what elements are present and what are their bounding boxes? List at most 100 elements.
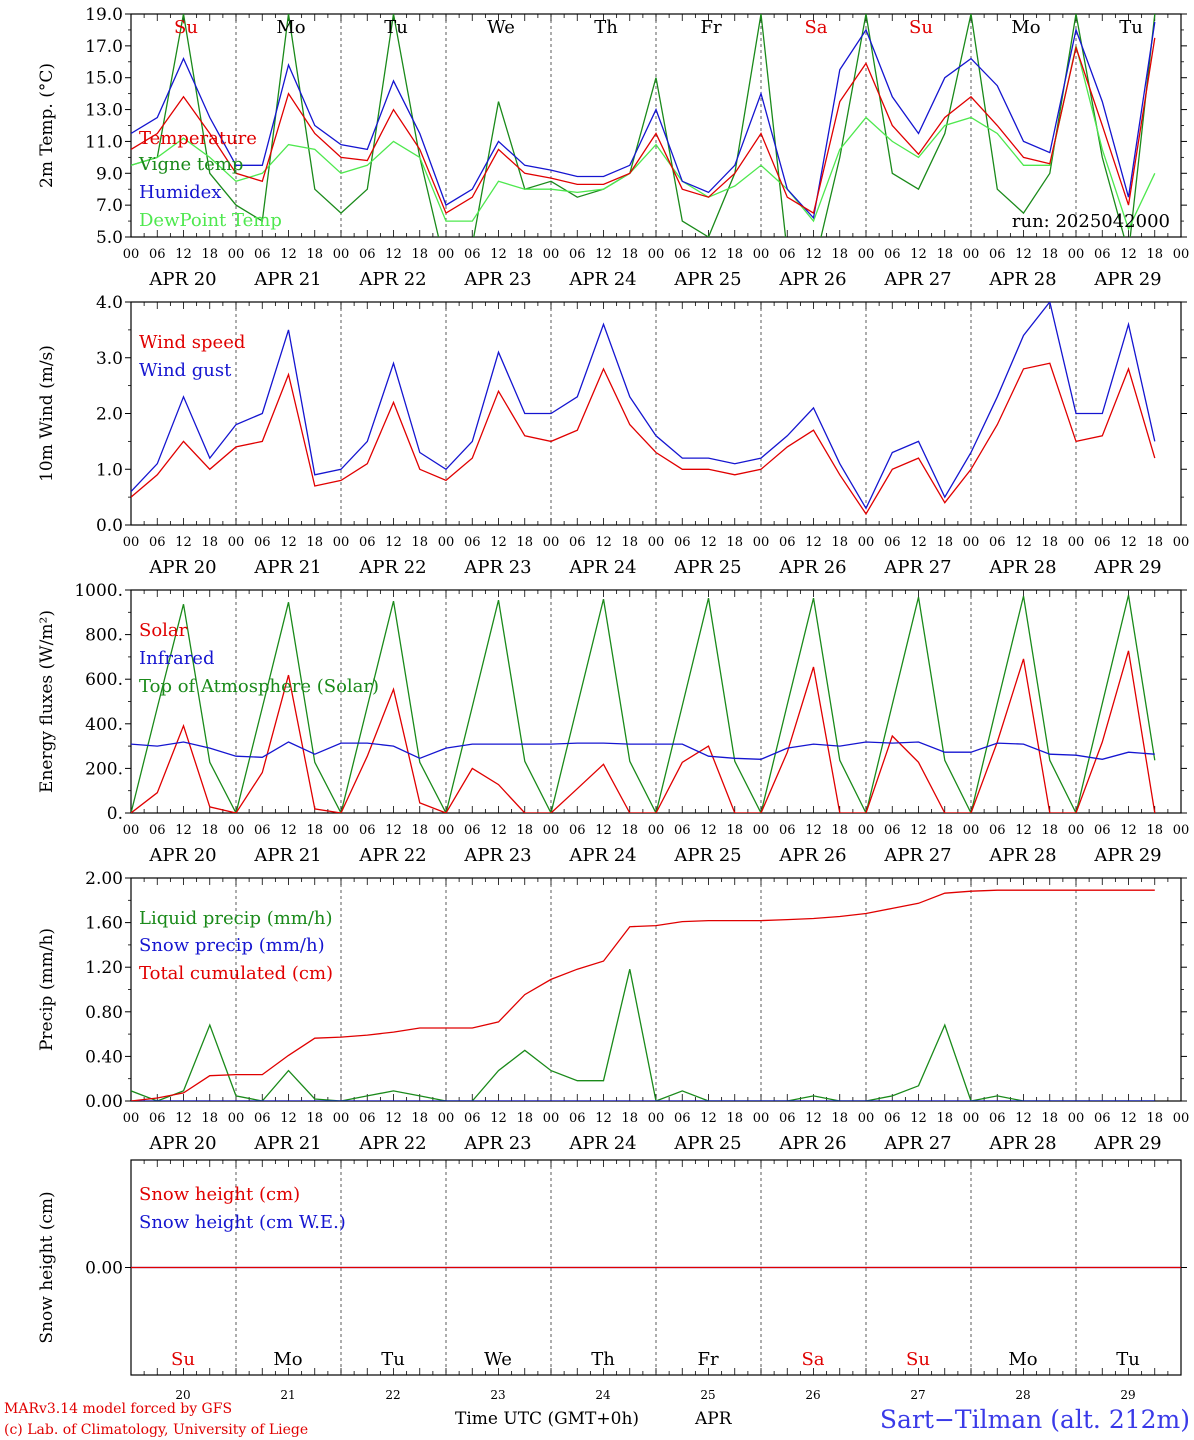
date-label: APR 22: [358, 845, 426, 866]
legend-label: Humidex: [139, 182, 221, 203]
hour-tick-label: 12: [385, 535, 402, 550]
hour-tick-label: 06: [989, 1111, 1006, 1126]
legend-label: Total cumulated (cm): [139, 963, 333, 984]
hour-tick-label: 12: [910, 535, 927, 550]
y-tick-label: 5.0: [96, 228, 123, 248]
hour-tick-label: 06: [149, 247, 166, 262]
y-tick-label: 2.0: [96, 405, 123, 425]
hour-tick-label: 18: [516, 1111, 533, 1126]
hour-tick-label: 06: [254, 823, 271, 838]
hour-tick-label: 12: [910, 823, 927, 838]
hour-tick-label: 00: [333, 535, 350, 550]
day-number-label: 27: [910, 1388, 925, 1402]
hour-tick-label: 18: [1146, 823, 1163, 838]
hour-tick-label: 06: [464, 823, 481, 838]
hour-tick-label: 06: [884, 247, 901, 262]
hour-tick-label: 00: [543, 823, 560, 838]
hour-tick-label: 18: [726, 823, 743, 838]
date-label: APR 28: [988, 845, 1056, 866]
hour-tick-label: 06: [1094, 823, 1111, 838]
hour-tick-label: 06: [1094, 1111, 1111, 1126]
hour-tick-label: 18: [306, 247, 323, 262]
footer-copyright-text: (c) Lab. of Climatology, University of L…: [4, 1422, 308, 1438]
hour-tick-label: 18: [201, 823, 218, 838]
date-label: APR 28: [988, 1133, 1056, 1154]
plot-frame: [130, 589, 1182, 814]
date-label: APR 27: [883, 1133, 951, 1154]
y-axis-title: 10m Wind (m/s): [37, 345, 57, 482]
y-tick-label: 0.00: [85, 1092, 123, 1112]
hour-tick-label: 12: [280, 823, 297, 838]
y-tick-label: 1000.: [74, 581, 123, 601]
date-label: APR 20: [148, 845, 216, 866]
date-label: APR 20: [148, 269, 216, 290]
date-label: APR 26: [778, 269, 846, 290]
hour-tick-label: 00: [753, 535, 770, 550]
hour-tick-label: 06: [989, 535, 1006, 550]
hour-tick-label: 12: [595, 535, 612, 550]
date-label: APR 26: [778, 1133, 846, 1154]
hour-tick-label: 18: [306, 1111, 323, 1126]
legend-label: Solar: [139, 620, 188, 641]
hour-tick-label: 06: [149, 823, 166, 838]
series-line-liquid-precip-mm-h-: [131, 969, 1155, 1101]
hour-tick-label: 18: [306, 823, 323, 838]
hour-tick-label: 12: [175, 823, 192, 838]
hour-tick-label: 18: [411, 1111, 428, 1126]
legend-label: Wind speed: [139, 332, 245, 353]
weekday-label: Mo: [1011, 17, 1040, 38]
hour-tick-label: 18: [411, 535, 428, 550]
chart-panel-1: 5.0 7.0 9.0 11.0 13.0 15.0 17.0 19.0 2m Temp. (°…: [37, 5, 1189, 290]
hour-tick-label: 18: [201, 535, 218, 550]
legend-label: DewPoint Temp: [139, 210, 282, 231]
hour-tick-label: 18: [201, 247, 218, 262]
hour-tick-label: 12: [700, 247, 717, 262]
date-label: APR 21: [253, 1133, 321, 1154]
hour-tick-label: 00: [1068, 1111, 1085, 1126]
y-tick-label: 0.80: [85, 1003, 123, 1023]
hour-tick-label: 12: [910, 1111, 927, 1126]
hour-tick-label: 18: [201, 1111, 218, 1126]
y-axis-title: Precip (mm/h): [37, 928, 57, 1051]
hour-tick-label: 12: [175, 1111, 192, 1126]
day-number-label: 21: [280, 1388, 295, 1402]
y-tick-label: 0.40: [85, 1047, 123, 1067]
hour-tick-label: 12: [595, 247, 612, 262]
date-label: APR 25: [673, 845, 741, 866]
hour-tick-label: 00: [333, 823, 350, 838]
hour-tick-label: 12: [595, 823, 612, 838]
y-tick-label: 9.0: [96, 164, 123, 184]
hour-tick-label: 18: [621, 247, 638, 262]
hour-tick-label: 12: [1015, 823, 1032, 838]
hour-tick-label: 12: [1120, 535, 1137, 550]
hour-tick-label: 00: [963, 247, 980, 262]
hour-tick-label: 18: [936, 823, 953, 838]
hour-tick-label: 00: [1173, 823, 1190, 838]
hour-tick-label: 06: [359, 1111, 376, 1126]
day-number-label: 22: [385, 1388, 400, 1402]
hour-tick-label: 06: [779, 535, 796, 550]
hour-tick-label: 18: [1041, 247, 1058, 262]
hour-tick-label: 18: [1146, 1111, 1163, 1126]
date-label: APR 26: [778, 557, 846, 578]
hour-tick-label: 18: [726, 535, 743, 550]
date-label: APR 25: [673, 269, 741, 290]
hour-tick-label: 00: [333, 247, 350, 262]
hour-tick-label: 12: [385, 823, 402, 838]
legend-label: Wind gust: [139, 360, 232, 381]
hour-tick-label: 06: [569, 823, 586, 838]
hour-tick-label: 06: [149, 535, 166, 550]
series-line-top-of-atmosphere-solar-: [131, 594, 1156, 813]
legend-label: Snow height (cm): [139, 1184, 300, 1205]
hour-tick-label: 00: [1173, 1111, 1190, 1126]
weekday-label: Su: [906, 1349, 930, 1370]
date-label: APR 29: [1093, 1133, 1161, 1154]
weekday-label: Fr: [697, 1349, 718, 1370]
y-tick-label: 200.: [85, 759, 123, 779]
weekday-label: Sa: [804, 17, 827, 38]
weekday-label: Th: [594, 17, 618, 38]
date-label: APR 23: [463, 845, 531, 866]
chart-panel-5: 0.00 Snow height (cm) Snow height (cm) Snow…: [37, 1159, 1187, 1402]
hour-tick-label: 12: [1015, 1111, 1032, 1126]
legend-label: Temperature: [139, 128, 257, 149]
